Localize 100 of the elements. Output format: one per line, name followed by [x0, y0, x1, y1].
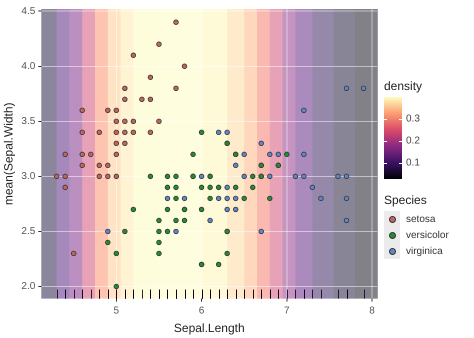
point	[164, 228, 170, 234]
point	[105, 162, 110, 168]
point	[130, 206, 136, 212]
point	[232, 184, 238, 190]
point	[207, 184, 213, 190]
y-tick-label: 2.0	[21, 281, 36, 292]
point	[301, 174, 307, 180]
point	[318, 196, 324, 202]
point	[114, 140, 120, 146]
color-bar-label: 0.1	[406, 158, 420, 169]
point	[173, 218, 179, 224]
point	[258, 140, 264, 146]
point	[207, 196, 213, 202]
x-axis-title: Sepal.Length	[174, 321, 245, 336]
point	[96, 174, 102, 180]
point	[232, 196, 238, 202]
point	[122, 86, 128, 91]
point	[122, 96, 128, 102]
point	[80, 130, 85, 136]
point	[242, 152, 247, 158]
point	[156, 118, 162, 124]
point	[114, 250, 120, 256]
point	[80, 108, 85, 114]
point	[232, 206, 238, 212]
legend-label: versicolor	[406, 230, 449, 240]
point	[182, 64, 188, 69]
point	[301, 152, 307, 158]
point	[344, 196, 350, 202]
point	[224, 130, 230, 136]
point	[114, 108, 120, 114]
point	[62, 184, 68, 190]
point	[242, 174, 247, 180]
point	[310, 184, 316, 190]
point	[216, 262, 222, 268]
point	[198, 130, 204, 136]
color-bar-label: 0.3	[406, 114, 420, 125]
point	[360, 86, 366, 91]
point	[114, 118, 120, 124]
point	[216, 130, 222, 136]
point	[105, 174, 110, 180]
point	[267, 174, 272, 180]
x-tick-label: 5	[114, 305, 120, 316]
point	[114, 174, 120, 180]
point	[173, 174, 179, 180]
point	[156, 250, 162, 256]
y-tick-label: 4.5	[21, 6, 36, 17]
point	[156, 240, 162, 246]
point	[173, 184, 179, 190]
point	[164, 174, 170, 180]
point	[80, 152, 85, 158]
legend-label: setosa	[406, 214, 436, 224]
y-tick-label: 4.0	[21, 61, 36, 72]
point	[122, 118, 128, 124]
y-tick-label: 3.0	[21, 171, 36, 182]
point	[250, 174, 256, 180]
point	[96, 162, 102, 168]
color-bar-label: 0.2	[406, 136, 420, 147]
point	[267, 152, 272, 158]
point	[105, 240, 110, 246]
point	[301, 108, 307, 114]
point	[105, 108, 110, 114]
color-bar-title: density	[384, 79, 424, 93]
point	[130, 130, 136, 136]
x-tick-label: 8	[369, 305, 376, 316]
point	[80, 162, 85, 168]
point	[224, 206, 230, 212]
point	[344, 86, 350, 91]
point	[182, 196, 188, 202]
point	[114, 152, 120, 158]
point	[207, 218, 213, 224]
point	[216, 196, 222, 202]
point	[267, 196, 272, 202]
x-tick-label: 7	[284, 305, 290, 316]
point	[148, 130, 154, 136]
point	[130, 118, 136, 124]
point	[190, 152, 196, 158]
point	[232, 162, 238, 168]
point	[122, 228, 128, 234]
point	[173, 196, 179, 202]
point	[62, 152, 68, 158]
point	[156, 218, 162, 224]
point	[344, 218, 350, 224]
point	[130, 52, 136, 58]
point	[164, 206, 170, 212]
point	[88, 152, 94, 158]
point	[284, 152, 290, 158]
point	[182, 218, 188, 224]
y-tick-label: 2.5	[21, 226, 36, 238]
point	[198, 206, 204, 212]
point	[148, 96, 154, 102]
point	[156, 42, 162, 47]
point	[96, 130, 102, 136]
point	[198, 184, 204, 190]
point	[114, 130, 120, 136]
y-axis-title: mean(Sepal.Width)	[2, 102, 16, 206]
point	[139, 96, 145, 102]
point	[250, 184, 256, 190]
point	[148, 74, 154, 80]
point	[114, 284, 120, 290]
point	[122, 140, 128, 146]
